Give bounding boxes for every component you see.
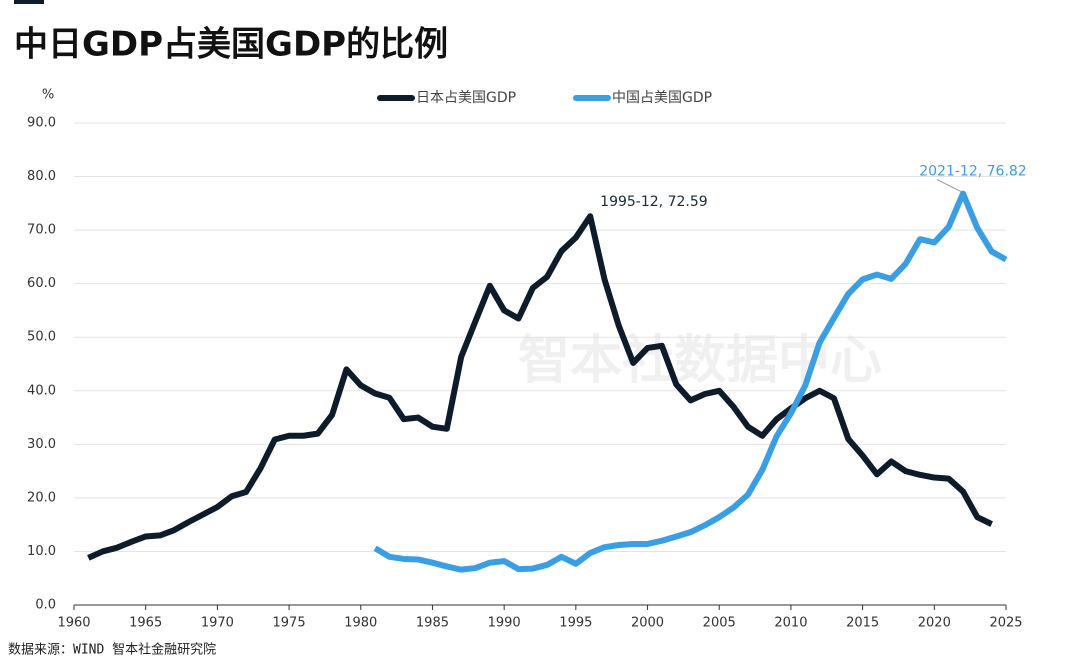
x-tick-label: 2015 bbox=[846, 616, 879, 631]
y-tick-label: 30.0 bbox=[27, 437, 56, 452]
x-tick-label: 1975 bbox=[273, 616, 306, 631]
legend-label: 中国占美国GDP bbox=[612, 90, 712, 106]
x-tick-label: 1995 bbox=[559, 616, 592, 631]
x-tick-label: 2010 bbox=[774, 616, 807, 631]
annotation-leader bbox=[936, 179, 962, 193]
y-tick-label: 40.0 bbox=[27, 383, 56, 398]
x-tick-label: 2020 bbox=[918, 616, 951, 631]
series-line bbox=[87, 213, 993, 561]
legend-label: 日本占美国GDP bbox=[416, 90, 516, 106]
chart-title: 中日GDP占美国GDP的比例 bbox=[14, 25, 448, 65]
x-tick-label: 1985 bbox=[416, 616, 449, 631]
x-tick-label: 2000 bbox=[631, 616, 664, 631]
x-tick-label: 1965 bbox=[129, 616, 162, 631]
annotation: 1995-12, 72.59 bbox=[600, 194, 707, 210]
x-tick-label: 1980 bbox=[344, 616, 377, 631]
y-unit: % bbox=[42, 88, 54, 103]
x-tick-label: 1960 bbox=[57, 616, 90, 631]
y-tick-label: 80.0 bbox=[27, 169, 56, 184]
title-accent bbox=[14, 0, 44, 4]
series-line bbox=[373, 190, 1008, 573]
y-tick-label: 60.0 bbox=[27, 276, 56, 291]
source-note: 数据来源：WIND 智本社金融研究院 bbox=[8, 642, 216, 658]
annotation: 2021-12, 76.82 bbox=[919, 164, 1026, 180]
y-tick-label: 0.0 bbox=[35, 598, 56, 613]
watermark: 智本社数据中心 bbox=[518, 331, 882, 391]
x-tick-label: 2005 bbox=[703, 616, 736, 631]
y-tick-label: 50.0 bbox=[27, 330, 56, 345]
y-tick-label: 20.0 bbox=[27, 490, 56, 505]
x-tick-label: 2025 bbox=[989, 616, 1022, 631]
y-tick-label: 10.0 bbox=[27, 544, 56, 559]
y-tick-label: 90.0 bbox=[27, 116, 56, 131]
x-tick-label: 1990 bbox=[488, 616, 521, 631]
y-tick-label: 70.0 bbox=[27, 223, 56, 238]
x-tick-label: 1970 bbox=[201, 616, 234, 631]
